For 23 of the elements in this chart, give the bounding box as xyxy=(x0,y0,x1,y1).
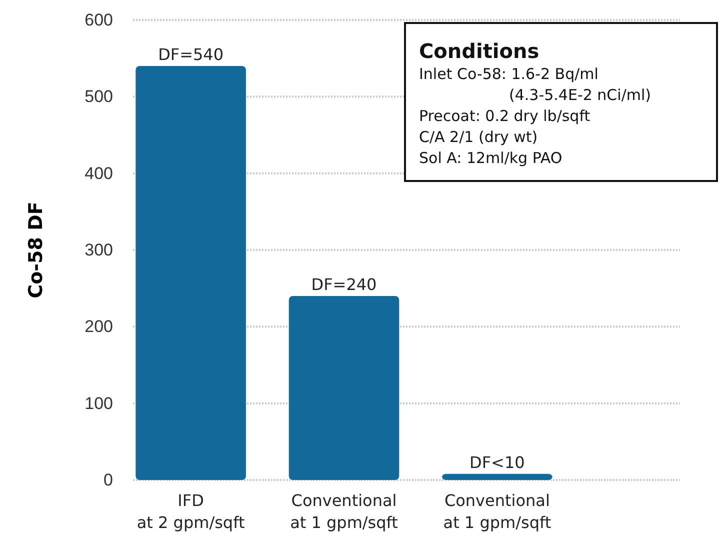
y-tick-label: 400 xyxy=(84,164,113,183)
y-axis-title: Co-58 DF xyxy=(25,202,47,298)
y-tick-label: 0 xyxy=(104,470,113,490)
x-tick-label: IFD at 2 gpm/sqft xyxy=(136,491,245,532)
y-tick-label: 300 xyxy=(84,240,113,260)
annotation: C/A 2/1 (dry wt) xyxy=(419,128,538,146)
bar xyxy=(136,66,246,480)
data-label: DF<10 xyxy=(470,452,525,472)
annotation: Sol A: 12ml/kg PAO xyxy=(419,149,562,167)
bar xyxy=(288,296,400,480)
annotation: Conditions xyxy=(419,39,540,63)
x-tick-label: Conventional at 1 gpm/sqft xyxy=(290,491,398,532)
bar xyxy=(442,474,552,480)
x-tick-label: Conventional at 1 gpm/sqft xyxy=(443,491,552,532)
data-label: DF=240 xyxy=(311,275,377,294)
annotation: Precoat: 0.2 dry lb/sqft xyxy=(419,107,590,125)
annotation: (4.3-5.4E-2 nCi/ml) xyxy=(509,86,652,104)
annotation: Inlet Co-58: 1.6-2 Bq/ml xyxy=(419,65,598,83)
y-tick-label: 500 xyxy=(84,87,113,106)
y-tick-label: 100 xyxy=(84,394,113,413)
data-label: DF=540 xyxy=(158,45,224,64)
y-tick-label: 600 xyxy=(84,10,113,30)
y-tick-label: 200 xyxy=(84,317,113,336)
